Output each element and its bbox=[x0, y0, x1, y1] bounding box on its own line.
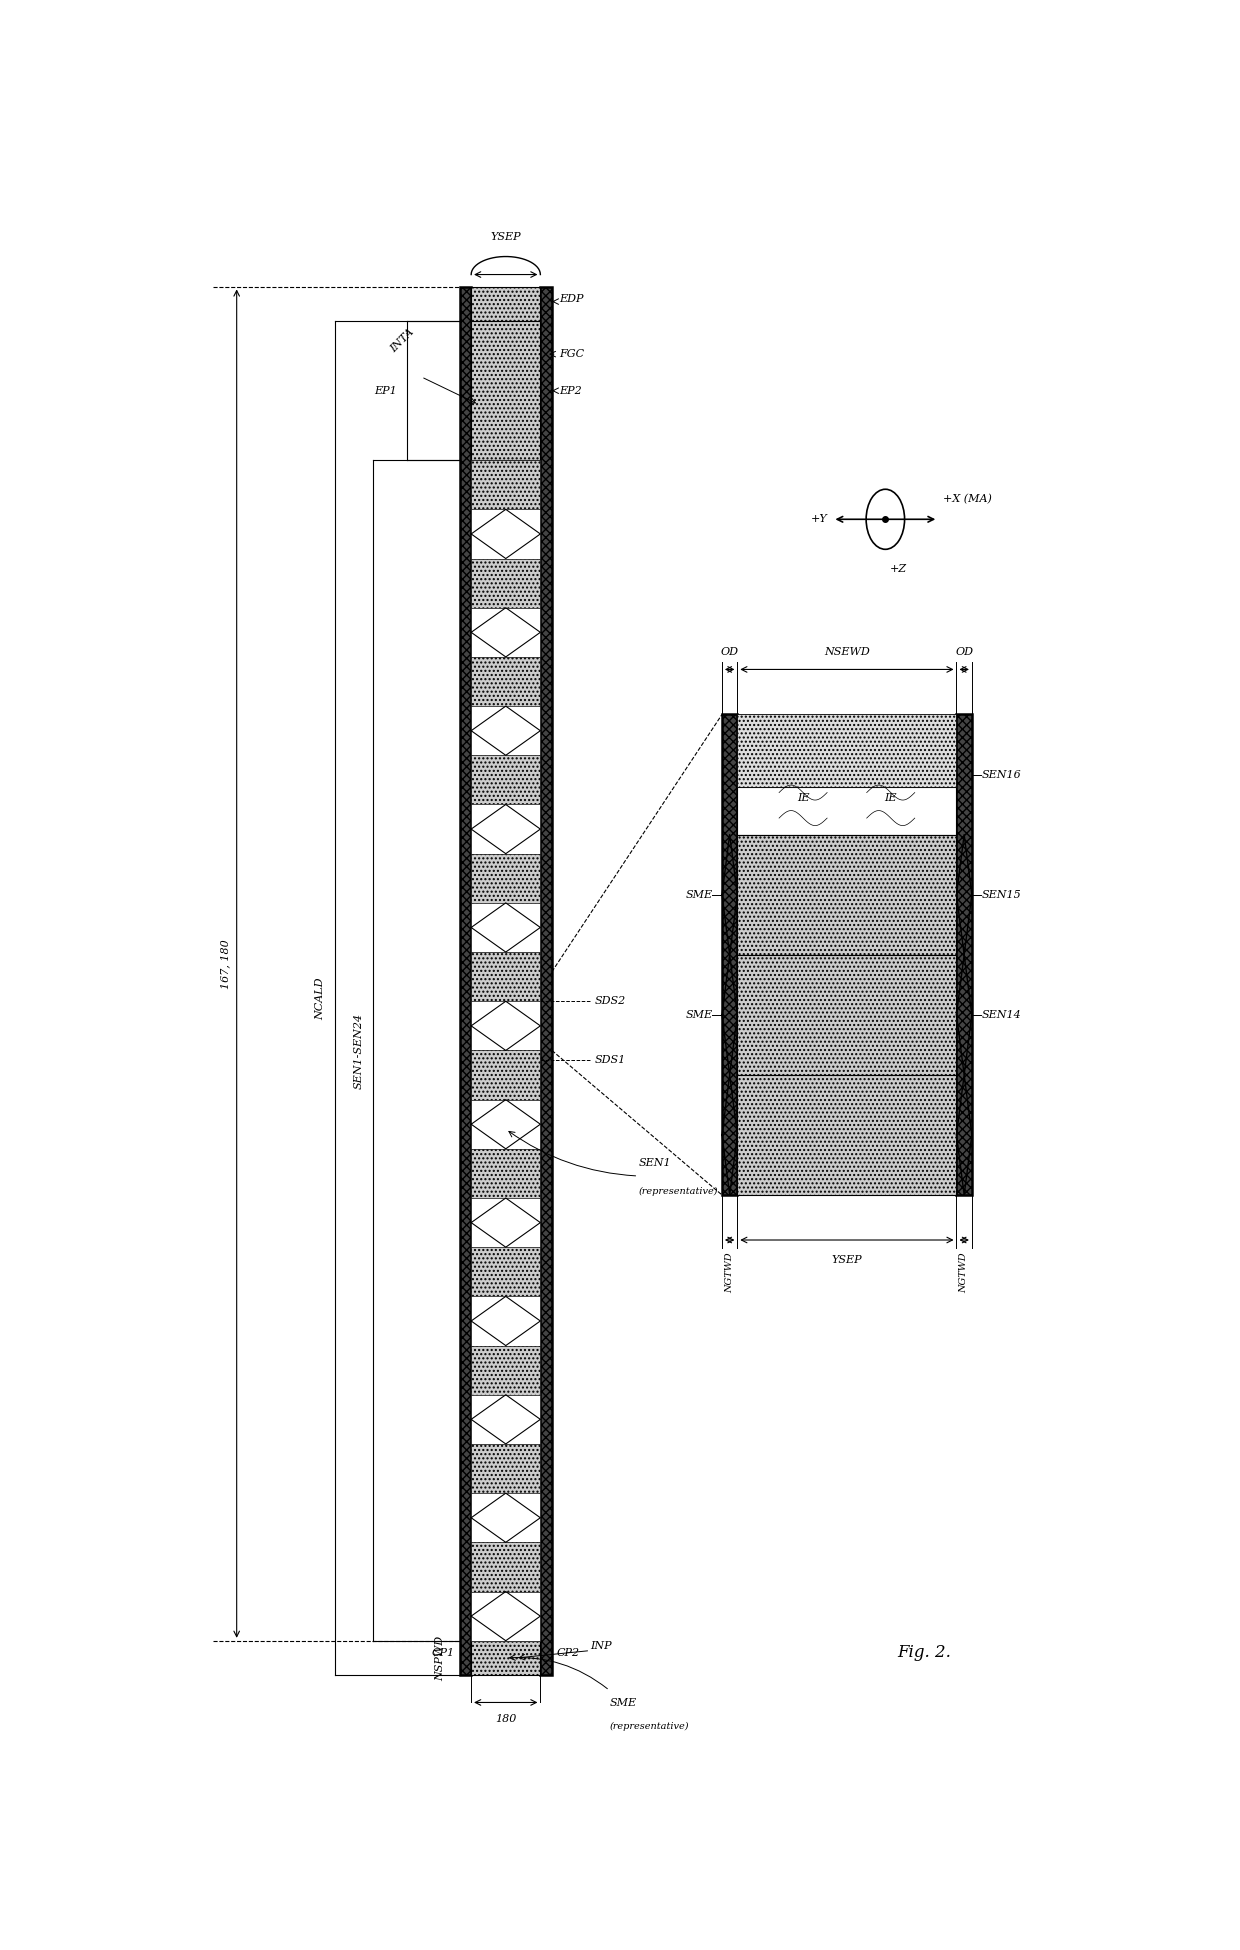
Bar bbox=[738, 714, 956, 786]
Text: SME: SME bbox=[686, 889, 712, 899]
Text: SEN1: SEN1 bbox=[639, 1158, 671, 1168]
Bar bbox=[471, 657, 541, 706]
Text: NCALD: NCALD bbox=[315, 977, 325, 1020]
Text: OD: OD bbox=[955, 647, 973, 657]
Bar bbox=[471, 1494, 541, 1542]
Text: (representative): (representative) bbox=[610, 1722, 689, 1732]
Bar bbox=[471, 854, 541, 903]
Text: NSEWD: NSEWD bbox=[825, 647, 869, 657]
Bar bbox=[471, 1542, 541, 1591]
Text: IE: IE bbox=[884, 794, 897, 803]
Text: (representative): (representative) bbox=[639, 1186, 718, 1195]
Text: 180: 180 bbox=[495, 1714, 516, 1724]
Text: NSPWD: NSPWD bbox=[435, 1636, 445, 1681]
Bar bbox=[471, 1297, 541, 1345]
Text: NGTWD: NGTWD bbox=[725, 1252, 734, 1293]
Text: EDP: EDP bbox=[559, 294, 584, 304]
Bar bbox=[471, 755, 541, 805]
Bar bbox=[722, 714, 738, 1195]
Text: SEN16: SEN16 bbox=[982, 770, 1022, 780]
Bar bbox=[471, 952, 541, 1000]
Text: +Y: +Y bbox=[811, 515, 828, 525]
Bar bbox=[471, 1051, 541, 1100]
Text: +Z: +Z bbox=[890, 564, 908, 575]
Bar bbox=[471, 706, 541, 755]
Bar bbox=[471, 287, 541, 322]
Bar bbox=[471, 805, 541, 854]
Bar bbox=[541, 287, 552, 1675]
Text: INTA: INTA bbox=[389, 328, 417, 355]
Bar bbox=[471, 460, 541, 509]
Text: SEN15: SEN15 bbox=[982, 889, 1022, 899]
Bar bbox=[738, 786, 956, 835]
Bar bbox=[471, 1197, 541, 1248]
Text: 167, 180: 167, 180 bbox=[219, 938, 229, 989]
Text: SEN14: SEN14 bbox=[982, 1010, 1022, 1020]
Bar bbox=[471, 558, 541, 608]
Text: Fig. 2.: Fig. 2. bbox=[897, 1644, 951, 1661]
Text: SEN1-SEN24: SEN1-SEN24 bbox=[353, 1012, 363, 1088]
Text: YSEP: YSEP bbox=[832, 1256, 862, 1266]
Bar bbox=[471, 1591, 541, 1640]
Text: INP: INP bbox=[590, 1640, 613, 1650]
Bar bbox=[471, 608, 541, 657]
Text: SDS1: SDS1 bbox=[595, 1055, 626, 1065]
Text: SDS2: SDS2 bbox=[595, 996, 626, 1006]
Bar bbox=[471, 322, 541, 460]
Bar bbox=[956, 714, 972, 1195]
Bar bbox=[471, 1346, 541, 1394]
Text: FGC: FGC bbox=[559, 349, 585, 359]
Bar bbox=[471, 1000, 541, 1051]
Text: IE: IE bbox=[797, 794, 810, 803]
Bar bbox=[471, 1100, 541, 1149]
Bar bbox=[738, 835, 956, 956]
Bar bbox=[471, 1640, 541, 1675]
Text: SME: SME bbox=[686, 1010, 712, 1020]
Bar bbox=[471, 509, 541, 558]
Text: +X (MA): +X (MA) bbox=[944, 493, 992, 505]
Bar bbox=[471, 1149, 541, 1197]
Text: SME: SME bbox=[610, 1698, 636, 1708]
Bar bbox=[738, 956, 956, 1074]
Text: CP1: CP1 bbox=[432, 1648, 455, 1658]
Text: OD: OD bbox=[720, 647, 739, 657]
Bar bbox=[471, 1394, 541, 1443]
Text: EP1: EP1 bbox=[374, 386, 397, 396]
Text: CP2: CP2 bbox=[557, 1648, 580, 1658]
Bar bbox=[738, 1074, 956, 1195]
Bar bbox=[460, 287, 471, 1675]
Text: YSEP: YSEP bbox=[491, 232, 521, 242]
Bar bbox=[471, 1443, 541, 1494]
Text: NGTWD: NGTWD bbox=[960, 1252, 968, 1293]
Bar bbox=[471, 1248, 541, 1297]
Bar bbox=[471, 903, 541, 952]
Text: EP2: EP2 bbox=[559, 386, 583, 396]
